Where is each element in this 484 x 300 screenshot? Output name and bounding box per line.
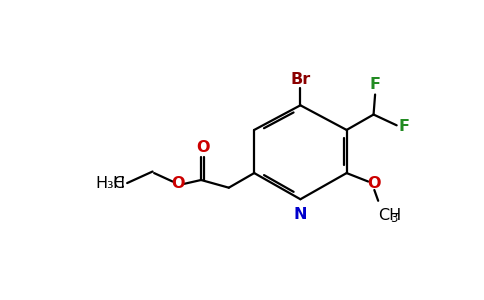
- Text: Br: Br: [290, 72, 311, 87]
- Text: O: O: [171, 176, 185, 191]
- Text: F: F: [370, 77, 380, 92]
- Text: 3: 3: [391, 212, 398, 225]
- Text: H: H: [112, 176, 124, 191]
- Text: F: F: [399, 118, 410, 134]
- Text: O: O: [196, 140, 210, 154]
- Text: CH: CH: [378, 208, 401, 224]
- Text: N: N: [294, 207, 307, 222]
- Text: H₃C: H₃C: [96, 176, 126, 191]
- Text: O: O: [367, 176, 381, 191]
